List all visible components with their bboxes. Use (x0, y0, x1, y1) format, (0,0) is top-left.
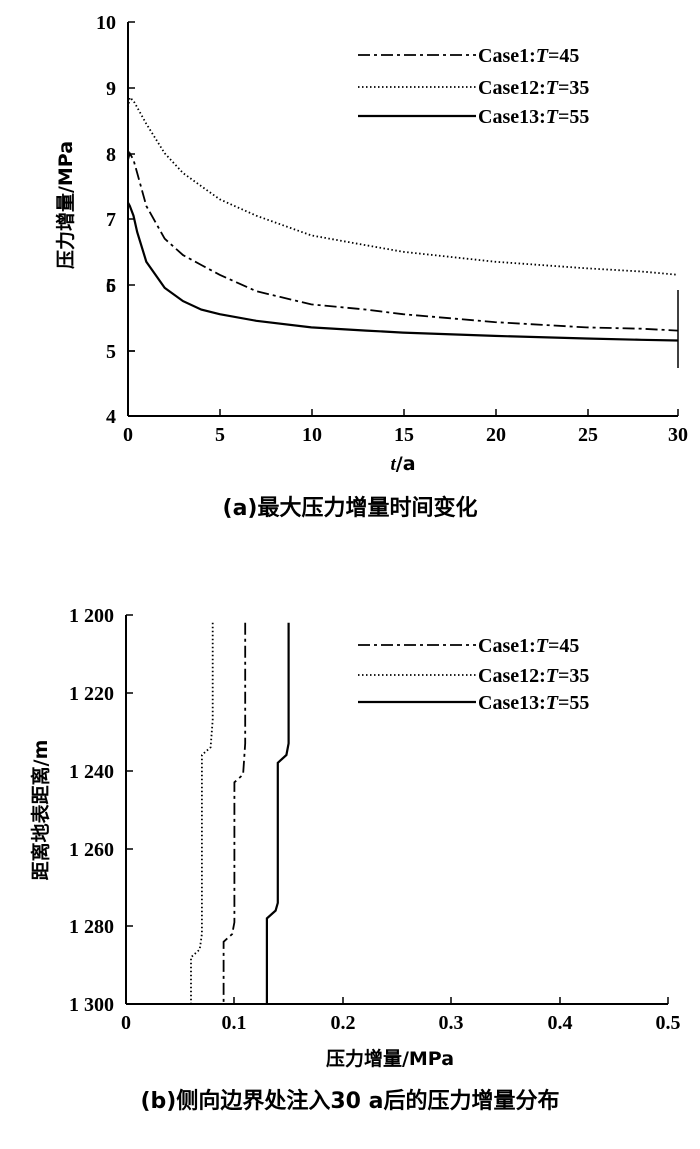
y-axis-label: 距离地表距离/m (29, 740, 52, 881)
legend-value: =55 (558, 692, 589, 714)
legend-var: T (546, 77, 559, 99)
x-tick-label: 0.2 (331, 1012, 356, 1034)
x-tick-label: 0.5 (656, 1012, 681, 1034)
legend-label: Case12:T=35 (478, 665, 589, 687)
y-tick-label: 1 300 (69, 994, 114, 1016)
legend-case: Case1: (478, 45, 536, 67)
x-tick-label: 0.1 (222, 1012, 247, 1034)
legend-value: =35 (558, 77, 589, 99)
x-axis-label: t/a (390, 453, 415, 475)
legend-value: =45 (548, 635, 579, 657)
x-tick-label: 0.4 (548, 1012, 573, 1034)
legend-var: T (546, 665, 559, 687)
y-tick-label: 10 (96, 12, 116, 34)
y-tick-label: 1 260 (69, 839, 114, 861)
x-tick-label: 0 (123, 424, 133, 446)
x-tick-label: 0 (121, 1012, 131, 1034)
legend-var: T (546, 692, 559, 714)
legend-var: T (536, 635, 549, 657)
chart-a: 0 5 10 15 20 25 30456789105t/a压力增量/MPaCase1:T=… (54, 12, 688, 521)
y-tick-label: 7 (106, 209, 116, 231)
figure-caption: (b)侧向边界处注入30 a后的压力增量分布 (141, 1088, 560, 1114)
x-tick-label: 30 (668, 424, 688, 446)
y-tick-label: 1 200 (69, 605, 114, 627)
y-axis-label: 压力增量/MPa (54, 141, 77, 269)
x-tick-label: 5 (215, 424, 225, 446)
y-tick-label: 4 (106, 406, 116, 428)
legend-label: Case12:T=35 (478, 77, 589, 99)
series-line-case13 (127, 202, 679, 342)
legend-case: Case12: (478, 665, 546, 687)
legend-var: T (546, 106, 559, 128)
legend-case: Case12: (478, 77, 546, 99)
series-line-case1 (222, 622, 247, 1004)
x-tick-label: 25 (578, 424, 598, 446)
chart-b: 0 0.1 0.2 0.3 0.4 0.5 1 200 1 220 1 240 1 260 1 28… (29, 605, 681, 1114)
y-tick-label: 1 220 (69, 683, 114, 705)
y-tick-label: 5 (106, 341, 116, 363)
figure-caption: (a)最大压力增量时间变化 (223, 495, 478, 521)
y-tick-label: 9 (106, 78, 116, 100)
series-line-case13 (265, 622, 290, 1004)
x-axis-label: 压力增量/MPa (326, 1047, 454, 1070)
series-line-case12 (127, 95, 679, 276)
series-line-case12 (190, 622, 214, 1004)
legend-case: Case1: (478, 635, 536, 657)
x-axis-label-var: t (390, 454, 396, 475)
legend-label: Case1:T=45 (478, 635, 579, 657)
legend-label: Case1:T=45 (478, 45, 579, 67)
y-tick-label: 8 (106, 144, 116, 166)
series-line-case1 (127, 150, 679, 332)
x-tick-label: 15 (394, 424, 414, 446)
y-tick-label: 1 240 (69, 761, 114, 783)
x-tick-label: 0.3 (439, 1012, 464, 1034)
legend-var: T (536, 45, 549, 67)
legend-value: =55 (558, 106, 589, 128)
legend-label: Case13:T=55 (478, 692, 589, 714)
x-axis-label-unit: /a (396, 453, 416, 475)
legend-value: =35 (558, 665, 589, 687)
y-tick-label: 1 280 (69, 916, 114, 938)
legend-label: Case13:T=55 (478, 106, 589, 128)
legend-case: Case13: (478, 106, 546, 128)
y-tick-label: 5 (106, 275, 116, 297)
y-tick-label: 6 (106, 275, 116, 297)
x-tick-label: 10 (302, 424, 322, 446)
legend-case: Case13: (478, 692, 546, 714)
legend-value: =45 (548, 45, 579, 67)
x-tick-label: 20 (486, 424, 506, 446)
